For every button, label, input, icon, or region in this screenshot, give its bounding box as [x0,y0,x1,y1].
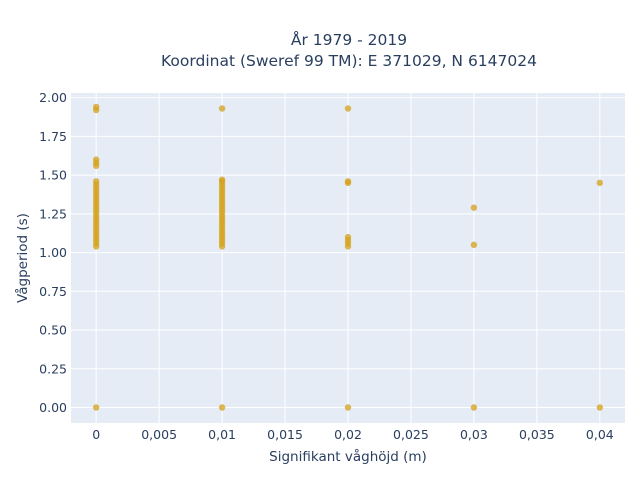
x-tick-label: 0,01 [208,427,236,442]
data-point [344,178,352,185]
data-points [92,103,604,411]
data-point [92,404,100,411]
chart-title-line-2: Koordinat (Sweref 99 TM): E 371029, N 61… [161,52,537,70]
y-tick-label: 1.25 [39,206,67,221]
y-axis-label: Vågperiod (s) [14,213,31,303]
data-point [596,179,604,187]
y-tick-label: 1.00 [39,245,67,260]
x-tick-label: 0,035 [519,427,555,442]
data-point [92,103,100,111]
data-point [92,178,100,185]
y-tick-label: 1.75 [39,129,67,144]
x-tick-label: 0 [92,427,100,442]
x-tick-label: 0,015 [267,427,303,442]
chart-title-line-1: År 1979 - 2019 [291,30,407,49]
x-axis-ticks: 0 0,005 0,01 0,015 0,02 0,025 0,03 0,035 0,04 [92,427,614,442]
data-point [218,176,226,183]
x-tick-label: 0,03 [460,427,488,442]
y-tick-label: 1.50 [39,168,67,183]
x-tick-label: 0,005 [141,427,177,442]
data-point [470,241,478,249]
data-point [470,204,478,211]
data-point [218,404,226,411]
data-point [218,105,226,112]
y-axis-ticks: 0.00 0.25 0.50 0.75 1.00 1.25 1.50 1.75 2.00 [39,90,67,415]
y-tick-label: 0.75 [39,284,67,299]
y-tick-label: 2.00 [39,90,67,105]
y-tick-label: 0.50 [39,323,67,338]
x-tick-label: 0,025 [393,427,429,442]
y-tick-label: 0.00 [39,400,67,415]
data-point [344,105,352,112]
data-point [92,156,100,163]
data-point [596,404,604,411]
data-point [344,404,352,411]
x-axis-label: Signifikant våghöjd (m) [269,448,427,465]
data-point [470,404,478,411]
y-tick-label: 0.25 [39,361,67,376]
x-tick-label: 0,02 [334,427,362,442]
data-point [344,233,352,241]
x-tick-label: 0,04 [586,427,614,442]
